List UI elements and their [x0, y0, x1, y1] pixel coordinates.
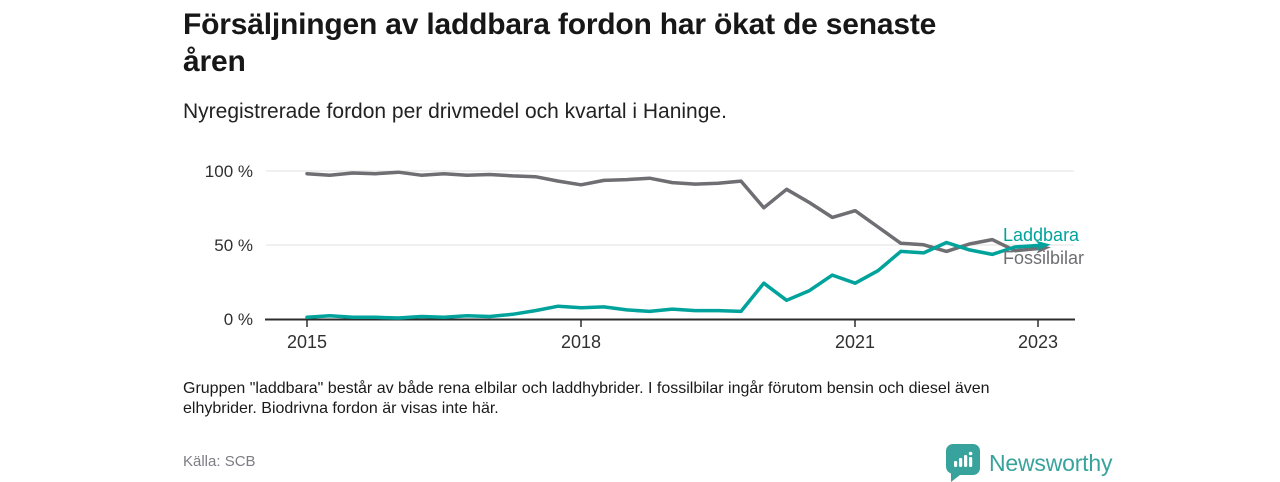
- y-label-50: 50 %: [214, 236, 253, 255]
- page-title: Försäljningen av laddbara fordon har öka…: [183, 6, 1083, 80]
- title-line-1: Försäljningen av laddbara fordon har öka…: [183, 8, 937, 41]
- chart-subtitle: Nyregistrerade fordon per drivmedel och …: [183, 100, 727, 123]
- x-label-2023: 2023: [1018, 332, 1058, 352]
- x-axis-ticks: [306, 319, 1039, 327]
- x-axis-labels: 2015 2018 2021 2023: [287, 332, 1058, 352]
- bar-chart-badge-icon: [946, 444, 980, 482]
- chart-footnote: Gruppen "laddbara" består av både rena e…: [183, 379, 1073, 419]
- brand-name: Newsworthy: [989, 449, 1113, 476]
- x-label-2018: 2018: [561, 332, 601, 352]
- laddbara-line: [305, 240, 1051, 320]
- y-label-100: 100 %: [205, 162, 253, 181]
- laddbara-series-label: Laddbara: [1003, 225, 1080, 245]
- title-line-2: åren: [183, 45, 246, 78]
- footnote-line-1: Gruppen "laddbara" består av både rena e…: [183, 380, 990, 397]
- x-label-2021: 2021: [835, 332, 875, 352]
- y-label-0: 0 %: [224, 310, 253, 329]
- chart-header: Försäljningen av laddbara fordon har öka…: [183, 6, 1083, 124]
- source-label: Källa: SCB: [183, 453, 256, 470]
- logo-bars: [954, 451, 973, 467]
- y-axis-labels: 100 % 50 % 0 %: [205, 162, 253, 329]
- fossilbilar-series-label: Fossilbilar: [1003, 248, 1084, 268]
- footnote-line-2: elhybrider. Biodrivna fordon är visas in…: [183, 400, 499, 417]
- x-label-2015: 2015: [287, 332, 327, 352]
- fossilbilar-line: [305, 170, 1051, 254]
- newsworthy-logo: Newsworthy: [946, 444, 1112, 482]
